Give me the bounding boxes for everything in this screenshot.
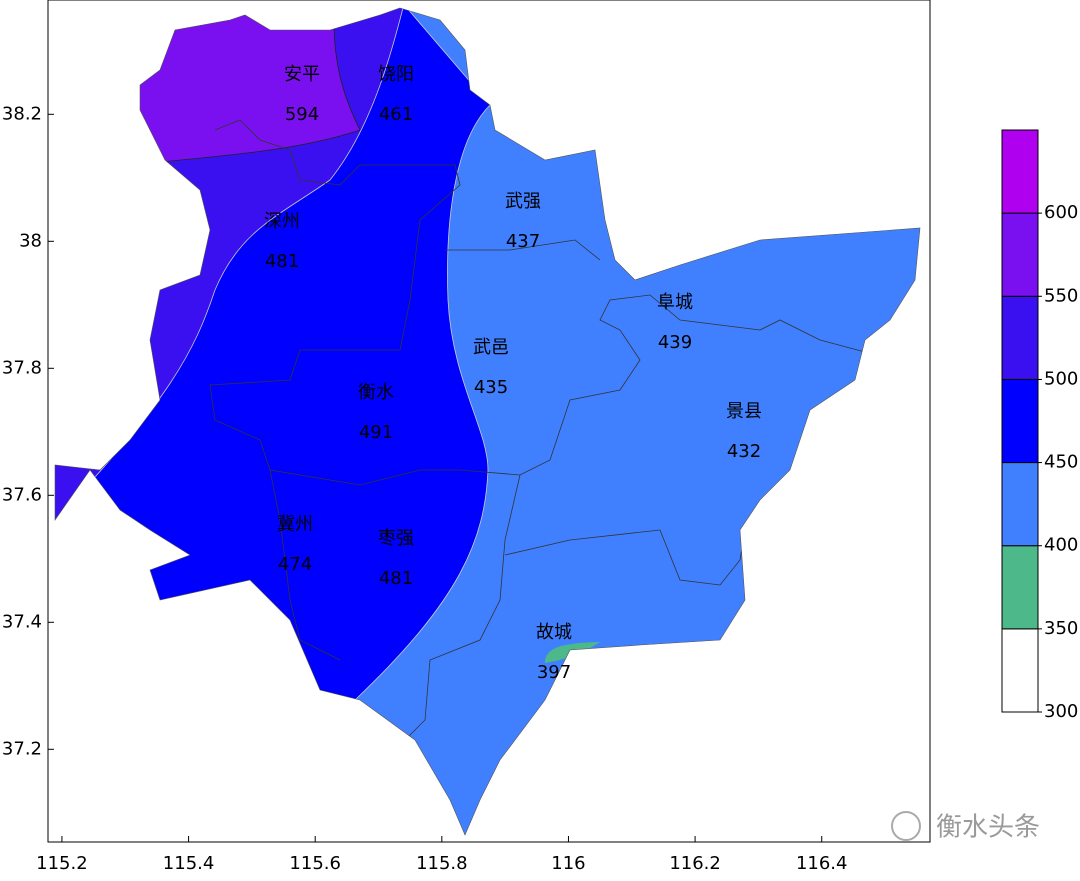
station-name: 武邑: [473, 337, 509, 358]
station-value: 439: [658, 332, 692, 353]
station-name: 枣强: [378, 528, 414, 549]
colorbar-label: 600: [1044, 202, 1078, 223]
map-outline: [54, 7, 921, 836]
colorbar-band: [1001, 378, 1039, 464]
station-name: 深州: [264, 211, 300, 232]
y-tick-label: 37.4: [2, 611, 42, 632]
station-value: 435: [474, 377, 508, 398]
station-name: 阜城: [657, 292, 693, 313]
colorbar-label: 350: [1044, 618, 1078, 639]
watermark: 衡水头条: [891, 811, 1040, 843]
colorbar-band: [1001, 295, 1039, 380]
colorbar-band: [1001, 628, 1039, 713]
station-value: 474: [278, 554, 312, 575]
y-tick-label: 37.6: [2, 484, 42, 505]
x-tick-label: 115.8: [416, 853, 468, 874]
station-value: 432: [727, 441, 761, 462]
colorbar-band: [1001, 462, 1039, 547]
watermark-text: 衡水头条: [936, 813, 1040, 843]
station-value: 397: [537, 662, 571, 683]
watermark-icon: [891, 811, 921, 841]
station-value: 481: [379, 568, 413, 589]
colorbar-band: [1001, 545, 1039, 630]
station-name: 冀州: [277, 514, 313, 535]
colorbar-label: 300: [1044, 701, 1078, 722]
colorbar-band: [1001, 129, 1039, 214]
station-value: 481: [265, 251, 299, 272]
station-value: 594: [285, 104, 319, 125]
y-tick-label: 37.8: [2, 357, 42, 378]
station-name: 衡水: [358, 382, 394, 403]
x-tick-label: 115.2: [36, 853, 88, 874]
x-tick-label: 116.4: [796, 853, 848, 874]
x-tick-label: 115.4: [163, 853, 215, 874]
colorbar-label: 550: [1044, 285, 1078, 306]
x-tick-label: 116: [551, 853, 585, 874]
station-value: 461: [379, 104, 413, 125]
station-name: 故城: [536, 622, 572, 643]
colorbar-label: 450: [1044, 452, 1078, 473]
colorbar-label: 400: [1044, 535, 1078, 556]
x-tick-label: 116.2: [669, 853, 721, 874]
county-borders: [209, 119, 866, 741]
colorbar-label: 500: [1044, 368, 1078, 389]
y-tick-label: 38: [19, 230, 42, 251]
x-tick-label: 115.6: [289, 853, 341, 874]
y-tick-label: 38.2: [2, 103, 42, 124]
station-name: 武强: [505, 191, 541, 212]
station-name: 饶阳: [378, 64, 414, 85]
station-name: 安平: [284, 64, 320, 85]
station-value: 491: [359, 422, 393, 443]
station-value: 437: [506, 231, 540, 252]
station-name: 景县: [726, 401, 762, 422]
colorbar-band: [1001, 212, 1039, 297]
y-tick-label: 37.2: [2, 738, 42, 759]
